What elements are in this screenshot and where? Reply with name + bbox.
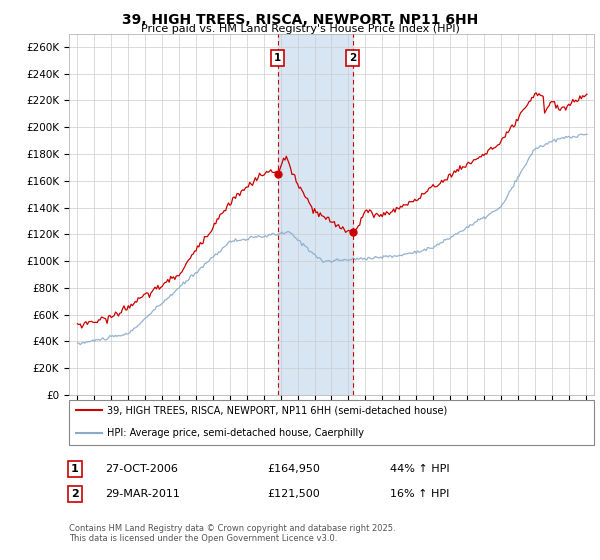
Text: 44% ↑ HPI: 44% ↑ HPI [390,464,449,474]
Text: 2: 2 [71,489,79,499]
Text: 1: 1 [71,464,79,474]
Text: 27-OCT-2006: 27-OCT-2006 [105,464,178,474]
Text: £121,500: £121,500 [267,489,320,499]
Bar [278,34,353,395]
Text: 39, HIGH TREES, RISCA, NEWPORT, NP11 6HH (semi-detached house): 39, HIGH TREES, RISCA, NEWPORT, NP11 6HH… [107,405,447,416]
Text: £164,950: £164,950 [267,464,320,474]
Text: Price paid vs. HM Land Registry's House Price Index (HPI): Price paid vs. HM Land Registry's House … [140,24,460,34]
Text: 1: 1 [274,53,281,63]
Text: 29-MAR-2011: 29-MAR-2011 [105,489,180,499]
Text: 39, HIGH TREES, RISCA, NEWPORT, NP11 6HH: 39, HIGH TREES, RISCA, NEWPORT, NP11 6HH [122,13,478,27]
Text: 2: 2 [349,53,356,63]
Text: HPI: Average price, semi-detached house, Caerphilly: HPI: Average price, semi-detached house,… [107,428,364,438]
Text: 16% ↑ HPI: 16% ↑ HPI [390,489,449,499]
Text: Contains HM Land Registry data © Crown copyright and database right 2025.
This d: Contains HM Land Registry data © Crown c… [69,524,395,543]
